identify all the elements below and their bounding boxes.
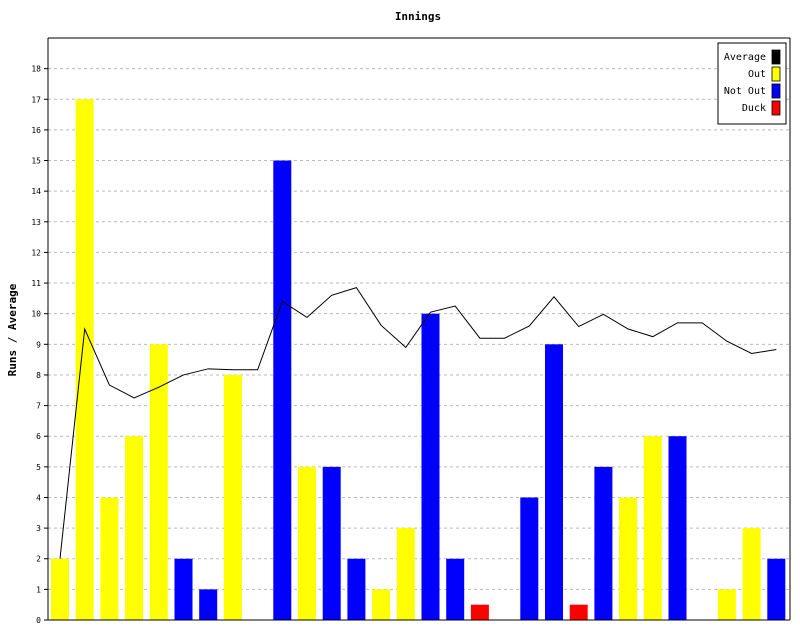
- y-tick-label: 18: [31, 65, 41, 74]
- legend-swatch: [771, 66, 781, 82]
- legend-label: Not Out: [724, 86, 766, 97]
- bar-not-out: [322, 466, 341, 620]
- bar-out: [643, 436, 662, 620]
- y-tick-label: 0: [36, 616, 41, 625]
- legend-swatch: [771, 49, 781, 65]
- y-tick-label: 4: [36, 493, 41, 502]
- bar-not-out: [273, 160, 292, 621]
- bar-duck: [569, 604, 588, 620]
- bar-out: [717, 589, 736, 620]
- legend-swatch: [771, 100, 781, 116]
- bar-out: [75, 99, 94, 620]
- bar-not-out: [767, 558, 786, 620]
- bar-not-out: [668, 436, 687, 620]
- y-tick-label: 3: [36, 524, 41, 533]
- axes: [47, 37, 791, 621]
- bar-out: [223, 374, 242, 620]
- bar-not-out: [347, 558, 366, 620]
- y-tick-label: 15: [31, 157, 41, 166]
- bar-not-out: [446, 558, 465, 620]
- legend: Average Out Not Out Duck: [717, 42, 787, 125]
- y-tick-label: 12: [31, 248, 41, 257]
- y-tick-label: 8: [36, 371, 41, 380]
- grid: [48, 68, 790, 590]
- y-tick-label: 14: [31, 187, 41, 196]
- bar-out: [742, 528, 761, 620]
- bar-out: [372, 589, 391, 620]
- bar-out: [396, 528, 415, 620]
- y-tick-label: 2: [36, 555, 41, 564]
- y-tick-label: 11: [31, 279, 41, 288]
- y-tick-label: 13: [31, 218, 41, 227]
- y-axis-title: Runs / Average: [6, 283, 19, 376]
- y-tick-label: 1: [36, 585, 41, 594]
- bar-not-out: [421, 313, 440, 620]
- bar-not-out: [174, 558, 193, 620]
- y-tick-label: 16: [31, 126, 41, 135]
- y-tick-label: 10: [31, 310, 41, 319]
- bar-out: [51, 558, 69, 620]
- bar-out: [125, 436, 144, 620]
- bar-not-out: [199, 589, 218, 620]
- bars: [51, 99, 786, 621]
- bar-out: [298, 466, 316, 620]
- bar-out: [100, 497, 119, 620]
- bar-duck: [470, 604, 489, 620]
- legend-label: Average: [724, 52, 766, 63]
- y-tick-label: 9: [36, 340, 41, 349]
- bar-not-out: [520, 497, 539, 620]
- y-tick-label: 7: [36, 402, 41, 411]
- bar-not-out: [545, 344, 563, 620]
- bar-out: [619, 497, 638, 620]
- average-line: [59, 287, 777, 559]
- legend-swatch: [771, 83, 781, 99]
- y-tick-label: 5: [36, 463, 41, 472]
- y-tick-label: 6: [36, 432, 41, 441]
- legend-label: Out: [748, 69, 766, 80]
- chart-title: Innings: [395, 10, 441, 23]
- bar-not-out: [594, 466, 613, 620]
- bar-out: [149, 344, 168, 620]
- legend-label: Duck: [742, 103, 766, 114]
- y-tick-label: 17: [31, 95, 41, 104]
